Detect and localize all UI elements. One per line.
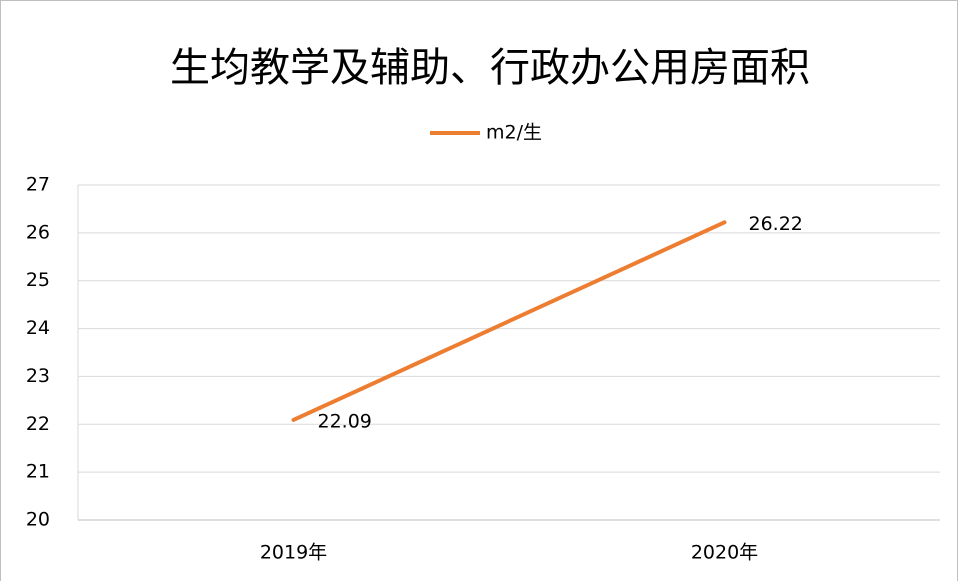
y-tick-label: 21	[26, 461, 50, 483]
y-tick-label: 26	[26, 221, 50, 243]
x-tick-label: 2020年	[691, 542, 758, 564]
x-tick-label: 2019年	[260, 542, 327, 564]
legend-label: m2/生	[486, 122, 542, 144]
data-label: 26.22	[749, 213, 803, 235]
chart-title: 生均教学及辅助、行政办公用房面积	[170, 45, 810, 91]
y-tick-label: 23	[26, 365, 50, 387]
y-tick-label: 22	[26, 413, 50, 435]
y-tick-label: 24	[26, 317, 50, 339]
data-label: 22.09	[318, 410, 372, 432]
y-tick-label: 25	[26, 269, 50, 291]
y-tick-label: 20	[26, 509, 50, 531]
y-tick-label: 27	[26, 174, 50, 196]
line	[291, 220, 727, 422]
